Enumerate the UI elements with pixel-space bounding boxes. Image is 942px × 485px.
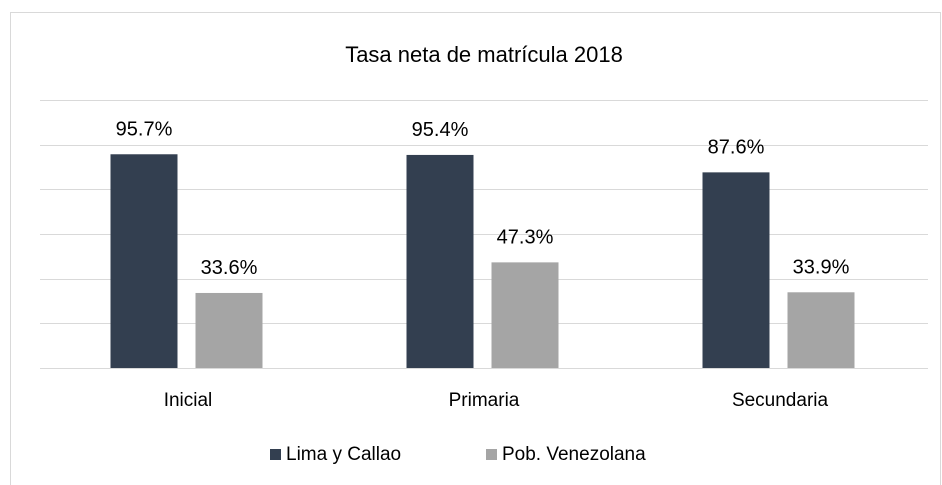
data-label: 47.3% [497, 227, 554, 249]
data-label: 95.4% [412, 119, 469, 141]
bar [406, 154, 474, 368]
legend-swatch [270, 449, 281, 460]
bar [110, 154, 178, 368]
bar [491, 262, 559, 368]
legend-label: Lima y Callao [286, 444, 401, 465]
x-tick-label: Secundaria [732, 390, 829, 411]
data-label: 33.9% [793, 257, 850, 279]
data-label: 87.6% [708, 137, 765, 159]
bar [702, 172, 770, 368]
legend-label: Pob. Venezolana [502, 444, 646, 465]
bar [787, 292, 855, 368]
x-tick-label: Primaria [449, 390, 520, 411]
chart-title: Tasa neta de matrícula 2018 [345, 42, 623, 67]
x-tick-label: Inicial [164, 390, 213, 411]
data-label: 95.7% [116, 119, 173, 141]
bar [195, 292, 263, 368]
data-label: 33.6% [201, 257, 258, 279]
legend-swatch [486, 449, 497, 460]
